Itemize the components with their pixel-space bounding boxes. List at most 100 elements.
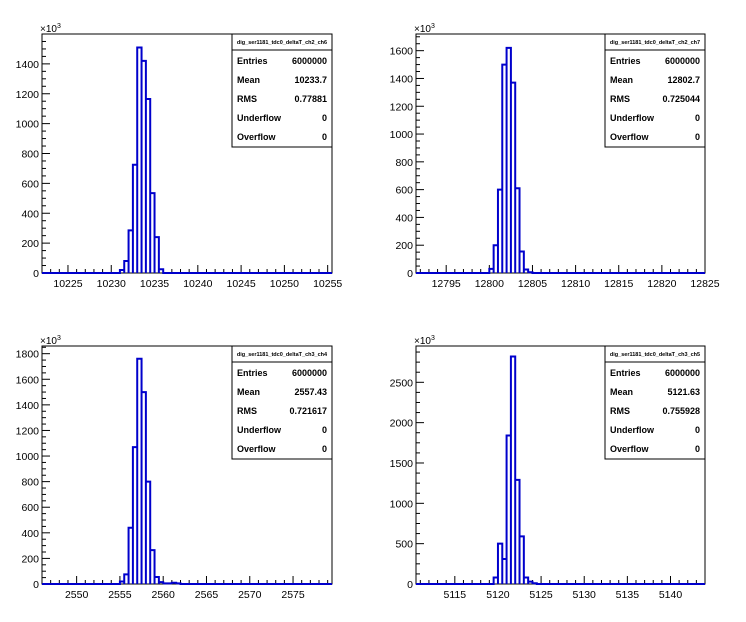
histogram-line [42, 46, 332, 274]
x-tick-label: 5120 [486, 589, 510, 601]
histogram-line [416, 355, 705, 585]
x-tick-label: 10245 [227, 278, 256, 290]
stats-title: dig_ser1181_tdc0_deltaT_ch3_ch5 [610, 352, 700, 358]
y-tick-label: 1000 [390, 498, 414, 510]
y-tick-label: 200 [21, 553, 39, 565]
x-tick-label: 12815 [604, 278, 633, 290]
y-tick-label: 2000 [390, 418, 414, 430]
x-tick-label: 10225 [53, 278, 82, 290]
x-tick-label: 12800 [475, 278, 504, 290]
x-tick-label: 2570 [238, 589, 262, 601]
stats-value: 2557.43 [294, 387, 327, 397]
y-tick-label: 800 [21, 149, 39, 161]
x-tick-label: 5140 [659, 589, 683, 601]
x-tick-label: 12810 [561, 278, 590, 290]
y-tick-label: 1000 [16, 119, 40, 131]
y-tick-label: 0 [33, 268, 39, 280]
y-tick-label: 200 [395, 240, 413, 252]
stats-value: 0 [695, 425, 700, 435]
x-tick-label: 5130 [573, 589, 597, 601]
y-tick-label: 1800 [16, 349, 40, 361]
histogram-panel: 0 200 400 600 800 1000 1200 1400 1600 12795 12800 1… [390, 23, 720, 290]
y-tick-label: 1600 [16, 374, 40, 386]
x-tick-label: 5135 [616, 589, 640, 601]
stats-label: Underflow [237, 425, 282, 435]
x-tick-label: 2565 [195, 589, 219, 601]
histogram-panel: 0 200 400 600 800 1000 1200 1400 1600 1800 2550 255… [16, 335, 333, 601]
y-tick-label: 600 [395, 185, 413, 197]
stats-value: 0 [695, 444, 700, 454]
x-tick-label: 10250 [270, 278, 299, 290]
stats-title: dig_ser1181_tdc0_deltaT_ch2_ch7 [610, 40, 700, 46]
stats-label: RMS [237, 406, 257, 416]
stats-value: 0.721617 [289, 406, 327, 416]
stats-label: Entries [237, 56, 268, 66]
x-tick-label: 12825 [690, 278, 719, 290]
y-tick-label: 2500 [390, 377, 414, 389]
y-tick-label: 1000 [390, 129, 414, 141]
x-tick-label: 5115 [444, 589, 467, 601]
stats-box [604, 33, 706, 148]
x-tick-label: 12795 [432, 278, 461, 290]
stats-label: Mean [237, 387, 260, 397]
stats-value: 6000000 [665, 56, 700, 66]
y-tick-label: 1500 [390, 458, 414, 470]
y-tick-label: 1400 [16, 400, 40, 412]
stats-value: 6000000 [292, 56, 327, 66]
stats-label: Underflow [610, 113, 655, 123]
stats-value: 6000000 [292, 368, 327, 378]
stats-label: Overflow [610, 132, 650, 142]
y-multiplier-label: ×103 [40, 23, 61, 35]
x-tick-label: 5125 [529, 589, 553, 601]
stats-value: 0 [695, 132, 700, 142]
x-tick-label: 12820 [647, 278, 676, 290]
y-multiplier-label: ×103 [414, 335, 435, 347]
stats-label: RMS [610, 406, 630, 416]
stats-value: 10233.7 [294, 75, 327, 85]
stats-value: 0 [322, 113, 327, 123]
y-tick-label: 0 [407, 579, 413, 591]
y-tick-label: 1200 [16, 89, 40, 101]
stats-value: 12802.7 [667, 75, 700, 85]
y-tick-label: 600 [21, 502, 39, 514]
y-tick-label: 600 [21, 178, 39, 190]
y-tick-label: 0 [407, 268, 413, 280]
x-tick-label: 2575 [281, 589, 305, 601]
x-tick-label: 2550 [65, 589, 89, 601]
histogram-line [416, 46, 705, 274]
stats-label: Entries [610, 56, 641, 66]
stats-value: 0 [322, 425, 327, 435]
stats-value: 0 [322, 132, 327, 142]
y-tick-label: 200 [21, 238, 39, 250]
y-tick-label: 1600 [390, 46, 414, 58]
y-multiplier-label: ×103 [40, 335, 61, 347]
histogram-panel: 0 200 400 600 800 1000 1200 1400 10225 10230 10235… [16, 23, 343, 290]
x-tick-label: 2555 [108, 589, 132, 601]
stats-label: Underflow [237, 113, 282, 123]
y-tick-label: 400 [21, 528, 39, 540]
stats-value: 0.725044 [662, 94, 700, 104]
stats-box [231, 345, 333, 460]
stats-label: Entries [237, 368, 268, 378]
x-tick-label: 10255 [313, 278, 342, 290]
y-tick-label: 400 [21, 208, 39, 220]
x-tick-label: 10230 [97, 278, 126, 290]
y-tick-label: 0 [33, 579, 39, 591]
stats-label: Overflow [610, 444, 650, 454]
stats-value: 0.77881 [294, 94, 327, 104]
y-tick-label: 1200 [16, 425, 40, 437]
x-tick-label: 10240 [183, 278, 212, 290]
stats-label: RMS [610, 94, 630, 104]
stats-label: Overflow [237, 444, 277, 454]
stats-value: 0 [695, 113, 700, 123]
stats-value: 0 [322, 444, 327, 454]
y-tick-label: 1400 [390, 73, 414, 85]
stats-label: Mean [610, 75, 633, 85]
x-tick-label: 10235 [140, 278, 169, 290]
histogram-line [42, 357, 332, 585]
stats-label: RMS [237, 94, 257, 104]
stats-box [604, 345, 706, 460]
stats-label: Mean [610, 387, 633, 397]
stats-value: 5121.63 [667, 387, 700, 397]
